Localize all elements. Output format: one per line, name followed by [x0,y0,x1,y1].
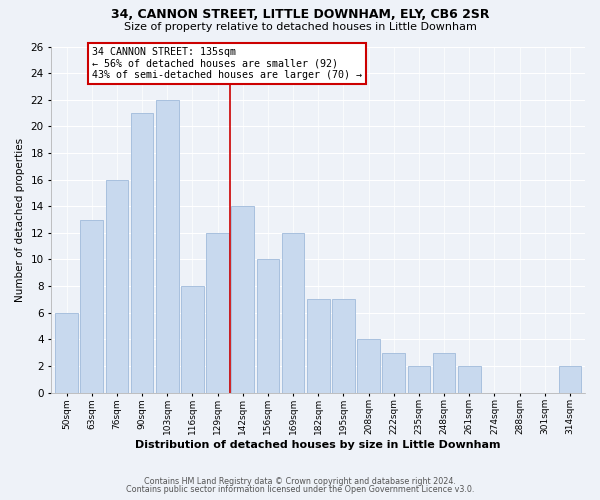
Bar [357,340,380,392]
X-axis label: Distribution of detached houses by size in Little Downham: Distribution of detached houses by size … [136,440,501,450]
Text: 34 CANNON STREET: 135sqm
← 56% of detached houses are smaller (92)
43% of semi-d: 34 CANNON STREET: 135sqm ← 56% of detach… [92,46,362,80]
Bar [206,233,229,392]
Text: 34, CANNON STREET, LITTLE DOWNHAM, ELY, CB6 2SR: 34, CANNON STREET, LITTLE DOWNHAM, ELY, … [111,8,489,20]
Text: Contains HM Land Registry data © Crown copyright and database right 2024.: Contains HM Land Registry data © Crown c… [144,477,456,486]
Bar [307,300,329,392]
Text: Size of property relative to detached houses in Little Downham: Size of property relative to detached ho… [124,22,476,32]
Text: Contains public sector information licensed under the Open Government Licence v3: Contains public sector information licen… [126,485,474,494]
Bar [106,180,128,392]
Bar [433,352,455,393]
Bar [156,100,179,393]
Bar [382,352,405,393]
Bar [559,366,581,392]
Bar [131,113,154,392]
Bar [332,300,355,392]
Bar [282,233,304,392]
Bar [232,206,254,392]
Y-axis label: Number of detached properties: Number of detached properties [15,138,25,302]
Bar [407,366,430,392]
Bar [80,220,103,392]
Bar [458,366,481,392]
Bar [55,312,78,392]
Bar [181,286,204,393]
Bar [257,260,279,392]
